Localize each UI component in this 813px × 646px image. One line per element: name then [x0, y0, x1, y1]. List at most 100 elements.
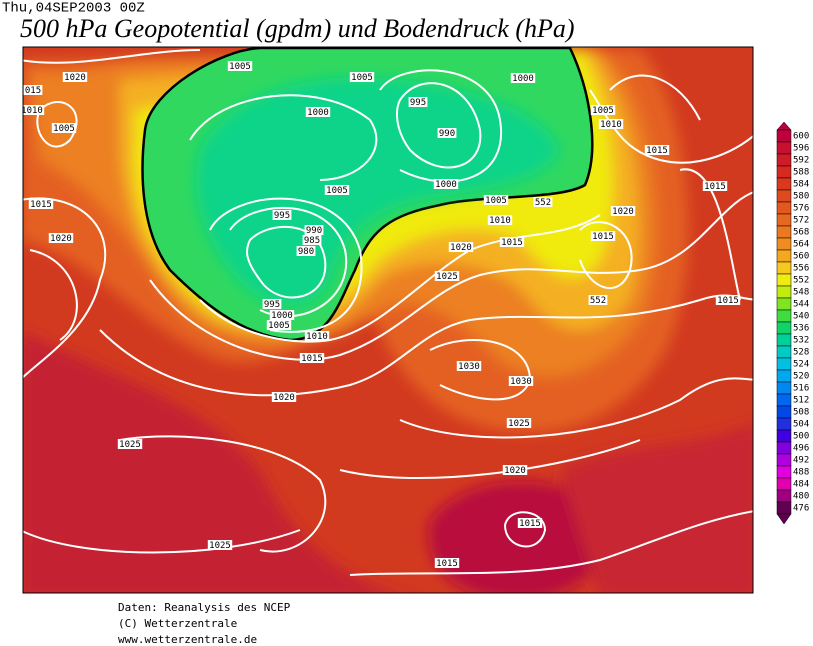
footer-line: (C) Wetterzentrale [118, 617, 237, 630]
label-background [408, 97, 428, 107]
colorbar-swatch [776, 465, 792, 479]
colorbar-label: 536 [793, 324, 809, 334]
isobar-label: 552 [590, 296, 606, 306]
label-background [499, 237, 525, 247]
colorbar-swatch [776, 141, 792, 155]
isobar-label: 995 [410, 98, 426, 108]
colorbar-swatch [776, 381, 792, 395]
colorbar: 600 596 592 588 584 580 576 572 568 564 560 556 552 5… [776, 121, 809, 525]
isobar-label: 1020 [504, 466, 526, 476]
label-background [266, 320, 292, 330]
label-background [304, 331, 330, 341]
isobar-label: 995 [264, 300, 280, 310]
isobar-label: 990 [439, 129, 455, 139]
isobar-label: 1025 [508, 419, 530, 429]
colorbar-swatch [776, 321, 792, 335]
colorbar-swatch [776, 429, 792, 443]
label-background [302, 235, 322, 245]
isobar-label: 1005 [351, 73, 373, 83]
isobar-label: 1005 [53, 124, 75, 134]
colorbar-label: 488 [793, 468, 809, 478]
isobar-label: 1010 [21, 106, 43, 116]
isobar-label: 1030 [458, 362, 480, 372]
colorbar-swatch [776, 453, 792, 467]
isobar-label: 1025 [119, 440, 141, 450]
isobar-label: 1005 [326, 186, 348, 196]
colorbar-label: 548 [793, 288, 809, 298]
colorbar-label: 552 [793, 276, 809, 286]
label-background [598, 119, 624, 129]
label-background [487, 215, 513, 225]
label-background [296, 246, 316, 256]
colorbar-label: 568 [793, 228, 809, 238]
label-background [28, 199, 54, 209]
label-background [48, 233, 74, 243]
colorbar-label: 560 [793, 252, 809, 262]
label-background [51, 123, 77, 133]
label-background [227, 61, 253, 71]
label-background [304, 225, 324, 235]
label-background [269, 310, 295, 320]
isobar-label: 1015 [717, 296, 739, 306]
colorbar-label: 580 [793, 192, 809, 202]
colorbar-bottom-cap [776, 513, 792, 525]
colorbar-label: 572 [793, 216, 809, 226]
colorbar-label: 532 [793, 336, 809, 346]
colorbar-swatch [776, 489, 792, 503]
isobar-label: 985 [304, 236, 320, 246]
colorbar-swatch [776, 393, 792, 407]
label-background [271, 392, 297, 402]
isobar-label: 1020 [50, 234, 72, 244]
map-frame [22, 46, 754, 594]
label-background [305, 107, 331, 117]
colorbar-label: 480 [793, 492, 809, 502]
footer-line: Daten: Reanalysis des NCEP [118, 601, 291, 614]
colorbar-label: 600 [793, 132, 809, 142]
isobar-label: 1005 [592, 106, 614, 116]
label-background [517, 518, 543, 528]
label-background [483, 195, 509, 205]
colorbar-label: 496 [793, 444, 809, 454]
label-background [434, 558, 460, 568]
colorbar-label: 504 [793, 420, 809, 430]
colorbar-swatch [776, 309, 792, 323]
colorbar-label: 492 [793, 456, 809, 466]
isobar-label: 1020 [450, 243, 472, 253]
colorbar-swatch [776, 177, 792, 191]
label-background [437, 128, 457, 138]
isobar-label: 1015 [30, 200, 52, 210]
colorbar-swatch [776, 501, 792, 515]
colorbar-swatch [776, 225, 792, 239]
label-background [349, 72, 375, 82]
colorbar-label: 596 [793, 144, 809, 154]
colorbar-swatch [776, 189, 792, 203]
colorbar-label: 564 [793, 240, 809, 250]
isobar-label: 1025 [209, 541, 231, 551]
colorbar-label: 500 [793, 432, 809, 442]
label-background [590, 231, 616, 241]
label-background [62, 72, 88, 82]
colorbar-swatch [776, 249, 792, 263]
colorbar-swatch [776, 441, 792, 455]
footer-line: www.wetterzentrale.de [118, 633, 257, 646]
isobar-label: 1005 [268, 321, 290, 331]
isobar-label: 995 [274, 211, 290, 221]
colorbar-label: 484 [793, 480, 809, 490]
footer: Daten: Reanalysis des NCEP (C) Wetterzent… [118, 601, 291, 646]
label-background [502, 465, 528, 475]
colorbar-label: 508 [793, 408, 809, 418]
label-background [117, 439, 143, 449]
colorbar-swatch [776, 129, 792, 143]
isobar-label: 1010 [306, 332, 328, 342]
colorbar-label: 544 [793, 300, 809, 310]
label-background [533, 197, 553, 207]
isobar-label: 1010 [600, 120, 622, 130]
colorbar-label: 556 [793, 264, 809, 274]
isobar-label: 1000 [307, 108, 329, 118]
isobar-label: 1010 [489, 216, 511, 226]
colorbar-label: 476 [793, 504, 809, 514]
label-background [506, 418, 532, 428]
